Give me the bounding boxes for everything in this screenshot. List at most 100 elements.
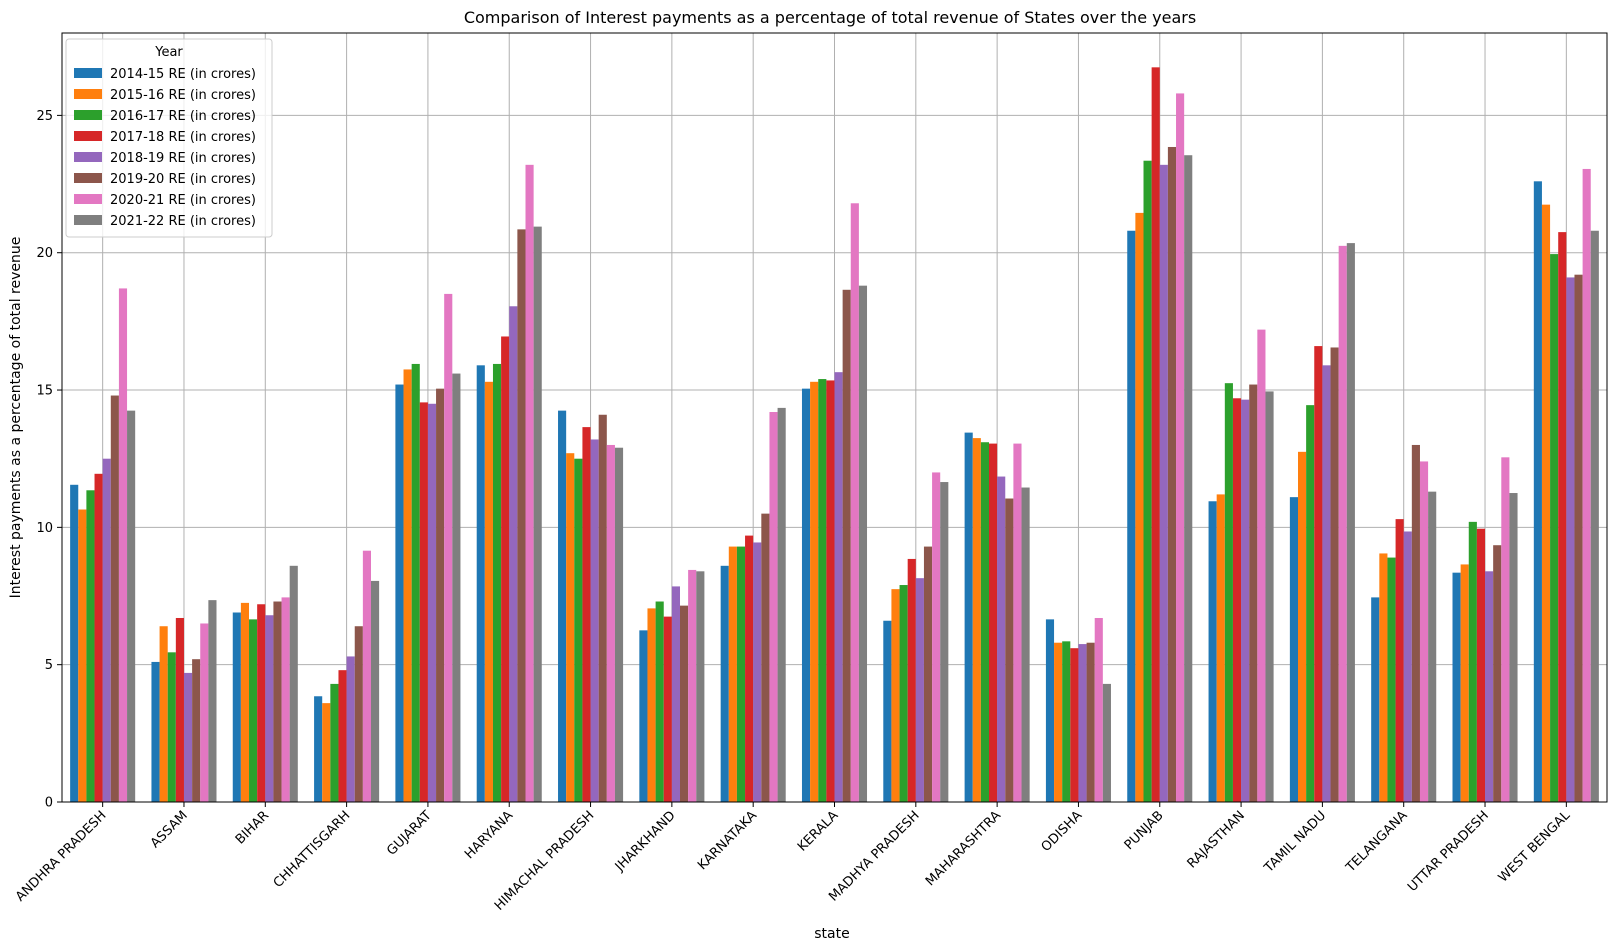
bar: [427, 403, 437, 802]
bar: [1379, 553, 1388, 802]
bar: [1021, 487, 1030, 802]
legend-label: 2019-20 RE (in crores): [110, 172, 256, 187]
bar: [1558, 232, 1567, 802]
bar: [940, 482, 949, 802]
bar: [167, 652, 176, 802]
y-tick-label: 20: [36, 246, 53, 261]
bar: [127, 410, 136, 802]
legend-swatch: [74, 68, 102, 78]
bar: [192, 659, 201, 802]
bar: [647, 608, 656, 802]
bar: [899, 585, 908, 802]
bar: [1127, 230, 1136, 803]
bar: [1013, 443, 1022, 802]
bar: [208, 600, 217, 802]
bar: [639, 630, 648, 802]
bar: [183, 672, 193, 802]
bar: [826, 380, 835, 802]
bar: [1306, 405, 1315, 802]
bar: [1151, 67, 1160, 802]
bar: [1419, 461, 1429, 802]
bar: [240, 602, 250, 802]
bar: [501, 336, 510, 802]
bar: [1045, 619, 1055, 802]
bar: [801, 388, 811, 802]
bar: [1159, 164, 1168, 802]
bar: [582, 427, 591, 802]
bar: [330, 683, 339, 802]
bar: [1232, 398, 1242, 802]
bar: [265, 615, 274, 802]
y-tick-label: 5: [45, 658, 53, 673]
legend-swatch: [74, 194, 102, 204]
bar: [1249, 384, 1258, 802]
bar: [1509, 493, 1518, 802]
bar: [232, 612, 241, 802]
bar: [736, 546, 746, 802]
bar: [533, 226, 542, 802]
bar: [923, 546, 933, 802]
bar: [769, 412, 778, 802]
bar: [745, 535, 754, 802]
bar: [753, 542, 762, 802]
legend-swatch: [74, 173, 102, 183]
bar: [1476, 528, 1486, 802]
bar: [281, 597, 290, 802]
bar: [858, 285, 868, 802]
bar: [850, 203, 859, 802]
bar: [289, 565, 298, 802]
bar: [1574, 274, 1583, 802]
bar: [614, 447, 624, 802]
bar: [1265, 391, 1274, 802]
bar: [419, 402, 428, 802]
bar: [338, 670, 347, 802]
bar: [1070, 648, 1079, 802]
bar: [1460, 564, 1469, 802]
bar: [1314, 346, 1323, 802]
bar: [175, 617, 184, 802]
bar: [1167, 146, 1177, 803]
bar: [411, 363, 420, 802]
bar: [558, 410, 567, 802]
bar: [972, 438, 981, 802]
bar: [810, 381, 819, 802]
legend-label: 2017-18 RE (in crores): [110, 130, 256, 145]
bar: [907, 558, 916, 802]
bar: [102, 458, 111, 802]
bar: [1411, 444, 1420, 802]
bar: [1078, 644, 1087, 802]
bar: [362, 550, 371, 802]
legend-label: 2014-15 RE (in crores): [110, 67, 256, 82]
bar: [1224, 383, 1233, 802]
legend-swatch: [74, 152, 102, 162]
bar: [1550, 254, 1559, 803]
bar: [525, 164, 534, 802]
bar: [777, 407, 786, 802]
legend: Year 2014-15 RE (in crores) 2015-16 RE (in…: [65, 38, 273, 238]
legend-label: 2021-22 RE (in crores): [110, 214, 256, 229]
bar: [159, 626, 168, 802]
bar: [883, 620, 892, 802]
bar: [403, 369, 412, 802]
bar: [110, 395, 119, 802]
y-tick-label: 0: [45, 796, 53, 811]
bar: [371, 580, 380, 802]
bar: [566, 453, 575, 802]
bar: [1289, 497, 1298, 802]
bar: [932, 472, 941, 802]
bar: [1493, 545, 1502, 802]
y-axis-title: Interest payments as a percentage of tot…: [8, 237, 24, 599]
legend-swatch: [74, 215, 102, 225]
legend-swatch: [74, 110, 102, 120]
bars: [70, 67, 1599, 803]
bar: [1005, 498, 1014, 802]
bar: [1371, 597, 1380, 802]
bar: [1387, 557, 1396, 802]
bar: [761, 513, 770, 803]
bar: [492, 363, 502, 802]
bar: [1184, 155, 1193, 803]
bar: [444, 293, 453, 802]
bar: [1241, 399, 1250, 802]
bar: [200, 623, 209, 802]
